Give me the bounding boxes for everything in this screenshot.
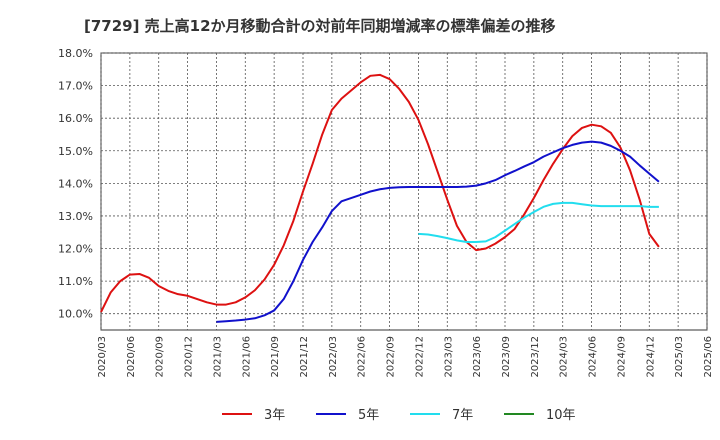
x-axis-ticks: 2020/03 2020/06 2020/09 2020/12 2021/03 2021/… — [97, 336, 714, 378]
x-tick-label: 2023/03 — [443, 336, 454, 378]
y-tick-label: 18.0% — [58, 47, 93, 60]
legend: 3年 5年 7年 10年 — [222, 408, 576, 423]
x-tick-label: 2021/03 — [212, 336, 223, 378]
x-tick-label: 2022/03 — [328, 336, 339, 378]
x-tick-label: 2021/09 — [270, 336, 281, 378]
x-tick-label: 2022/09 — [386, 336, 397, 378]
y-axis-ticks: 10.0% 11.0% 12.0% 13.0% 14.0% 15.0% 16.0% 17.0%… — [58, 47, 93, 321]
x-tick-label: 2024/09 — [616, 336, 627, 378]
x-tick-label: 2021/12 — [299, 336, 310, 378]
y-tick-label: 12.0% — [58, 243, 93, 256]
grid — [100, 52, 708, 330]
series-line-2 — [216, 140, 660, 323]
y-tick-label: 13.0% — [58, 210, 93, 223]
x-tick-label: 2023/06 — [472, 336, 483, 378]
series-layer — [100, 73, 660, 323]
x-tick-label: 2025/06 — [703, 336, 714, 378]
x-tick-label: 2024/06 — [588, 336, 599, 378]
plot-area — [100, 52, 708, 331]
x-tick-label: 2020/09 — [155, 336, 166, 378]
y-tick-label: 14.0% — [58, 177, 93, 190]
x-tick-label: 2024/12 — [645, 336, 656, 378]
x-tick-label: 2023/09 — [501, 336, 512, 378]
series-line-3 — [418, 201, 659, 244]
x-tick-label: 2022/06 — [357, 336, 368, 378]
y-tick-label: 10.0% — [58, 308, 93, 321]
x-tick-label: 2020/03 — [97, 336, 108, 378]
series-line-1 — [100, 73, 660, 313]
x-tick-label: 2023/12 — [530, 336, 541, 378]
y-tick-label: 17.0% — [58, 80, 93, 93]
legend-label-3: 7年 — [452, 408, 473, 423]
x-tick-label: 2024/03 — [559, 336, 570, 378]
y-tick-label: 11.0% — [58, 275, 93, 288]
x-tick-label: 2025/03 — [674, 336, 685, 378]
x-tick-label: 2021/06 — [241, 336, 252, 378]
chart-title: [7729] 売上高12か月移動合計の対前年同期増減率の標準偏差の推移 — [84, 17, 556, 35]
y-tick-label: 16.0% — [58, 112, 93, 125]
x-tick-label: 2020/12 — [184, 336, 195, 378]
x-tick-label: 2022/12 — [414, 336, 425, 378]
y-tick-label: 15.0% — [58, 145, 93, 158]
legend-label-2: 5年 — [358, 408, 379, 423]
legend-label-4: 10年 — [546, 408, 576, 423]
x-tick-label: 2020/06 — [126, 336, 137, 378]
legend-label-1: 3年 — [264, 408, 285, 423]
